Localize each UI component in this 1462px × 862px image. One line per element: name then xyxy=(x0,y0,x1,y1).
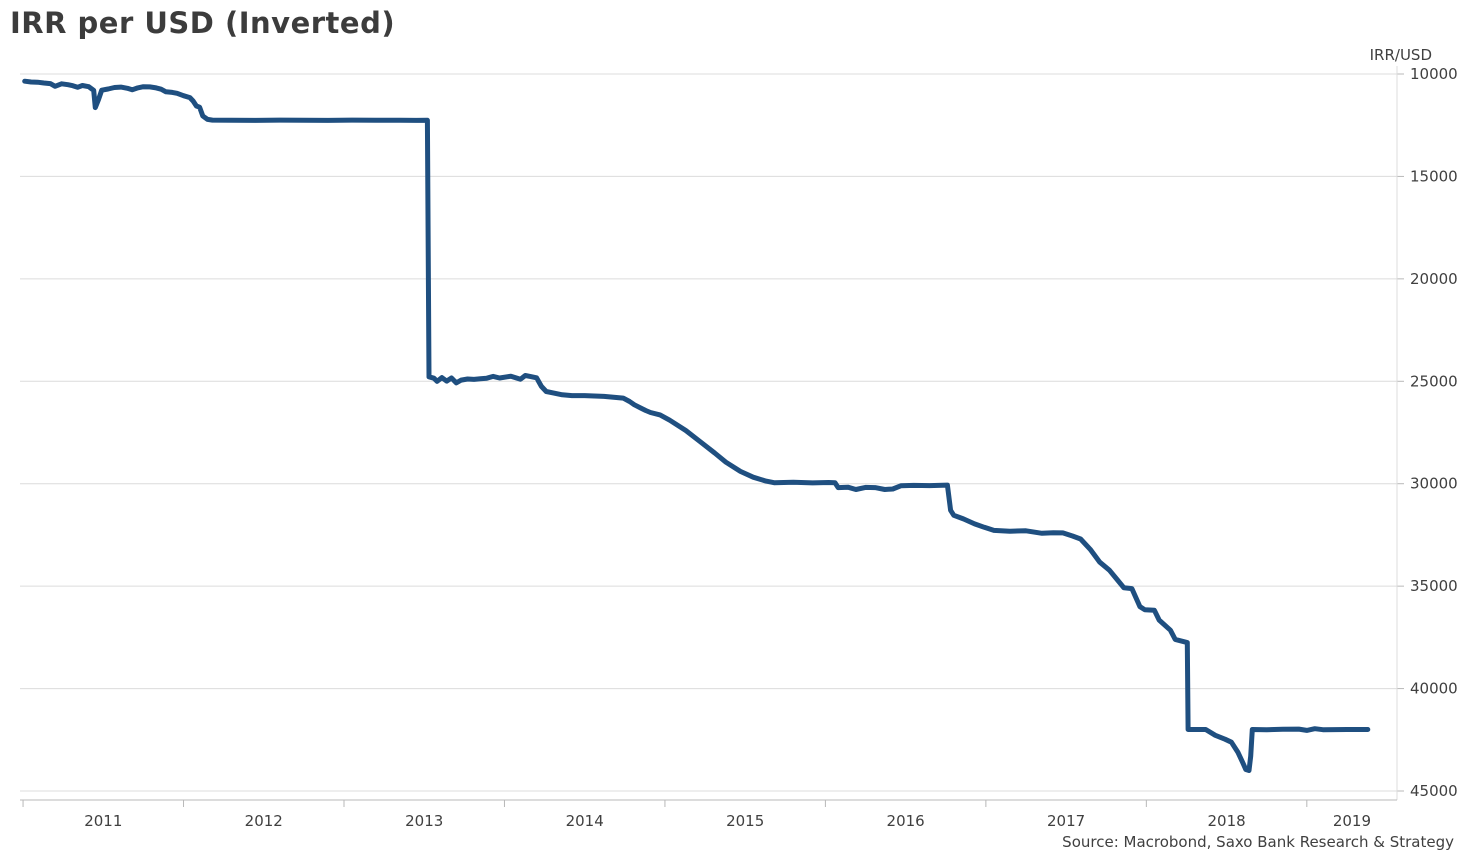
x-tick-label: 2018 xyxy=(1207,812,1245,830)
y-tick-label: 40000 xyxy=(1410,680,1458,698)
y-tick-label: 15000 xyxy=(1410,167,1458,185)
x-tick-label: 2013 xyxy=(405,812,443,830)
y-tick-label: 20000 xyxy=(1410,270,1458,288)
data-line-irr-per-usd xyxy=(22,78,1371,773)
source-note: Source: Macrobond, Saxo Bank Research & … xyxy=(1062,833,1454,851)
y-tick-label: 30000 xyxy=(1410,475,1458,493)
x-tick-label: 2015 xyxy=(726,812,764,830)
y-axis-unit-label: IRR/USD xyxy=(1369,46,1432,64)
y-tick-label: 45000 xyxy=(1410,782,1458,800)
x-tick-label: 2011 xyxy=(84,812,122,830)
x-tick-label: 2014 xyxy=(566,812,604,830)
y-tick-label: 25000 xyxy=(1410,372,1458,390)
x-tick-label: 2012 xyxy=(245,812,283,830)
x-tick-label: 2019 xyxy=(1333,812,1371,830)
y-tick-label: 10000 xyxy=(1410,65,1458,83)
y-tick-label: 35000 xyxy=(1410,577,1458,595)
x-tick-label: 2016 xyxy=(887,812,925,830)
x-tick-label: 2017 xyxy=(1047,812,1085,830)
chart-title: IRR per USD (Inverted) xyxy=(10,6,396,40)
